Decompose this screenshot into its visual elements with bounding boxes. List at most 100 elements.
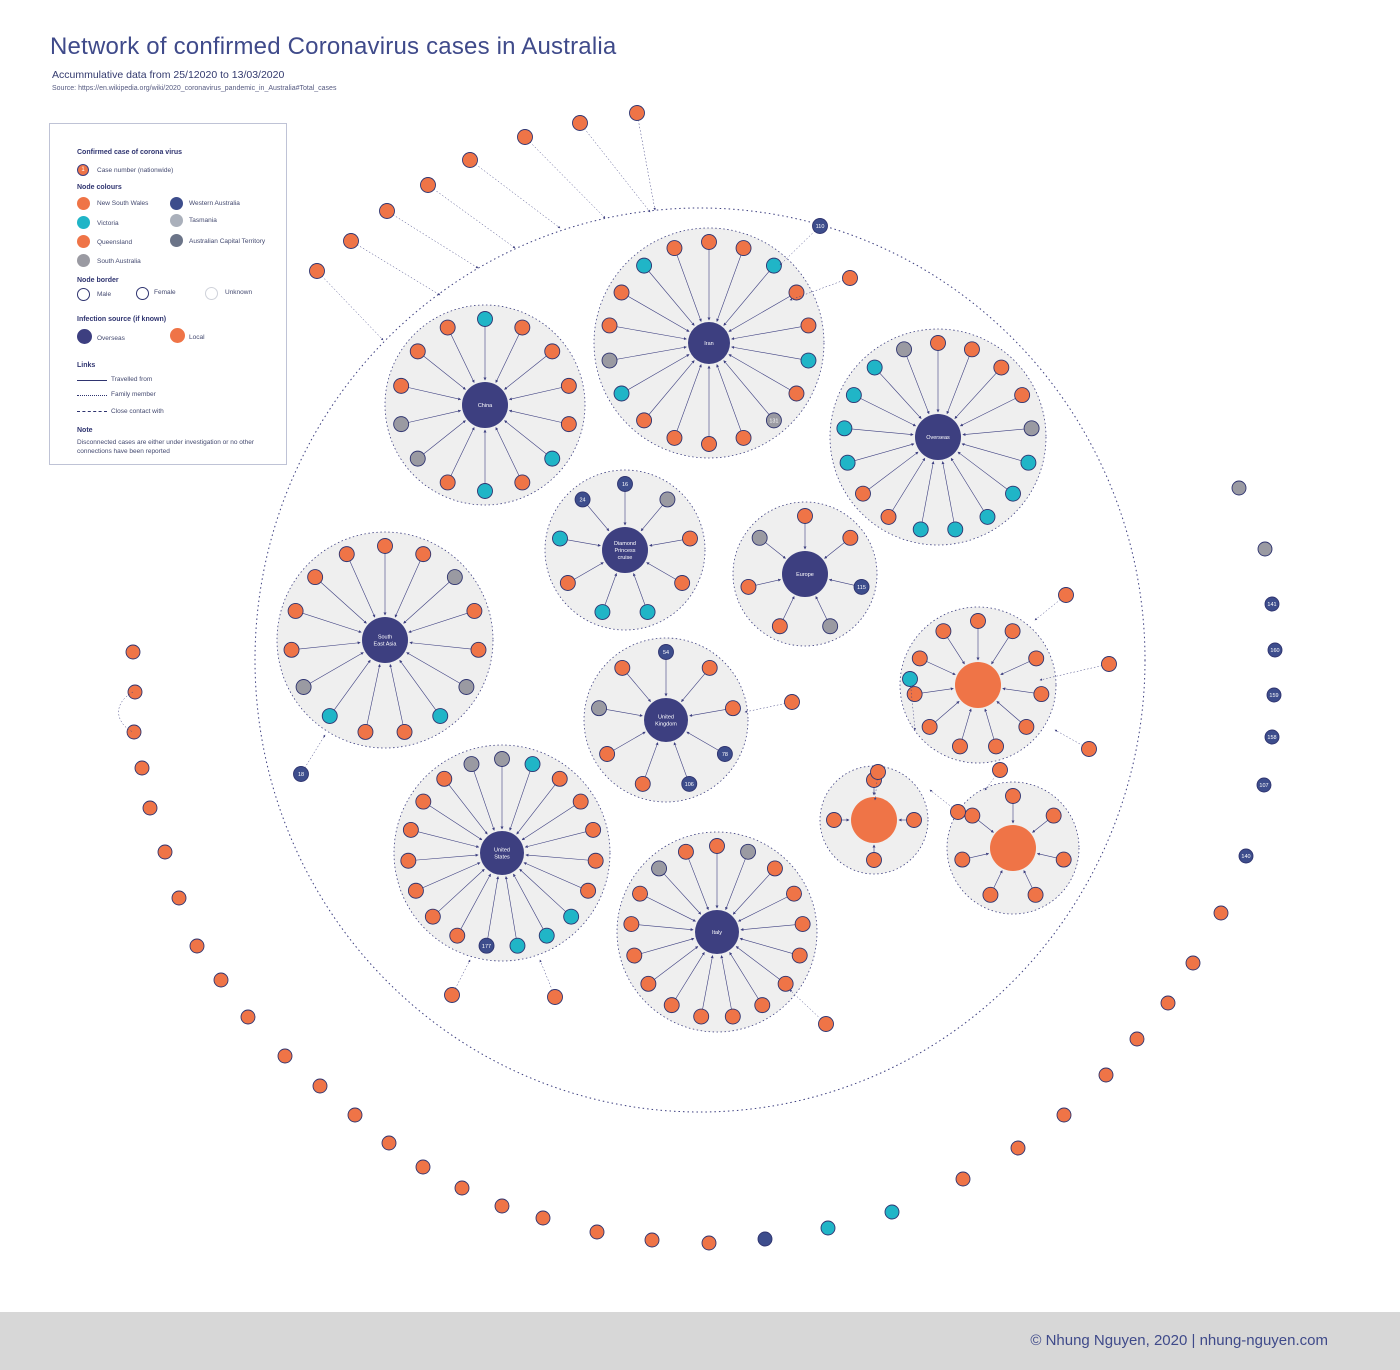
- case-node-6-3: [716, 746, 733, 762]
- legend-heading-links: Links: [77, 362, 96, 369]
- case-node-5-3: [466, 603, 483, 619]
- case-node-1-9: [701, 436, 717, 452]
- link-7-7: [519, 868, 572, 917]
- disconnected-node-12: [1098, 1067, 1114, 1083]
- case-node-11-4: [982, 886, 999, 903]
- link-8-12: [634, 937, 695, 956]
- link-1-6: [728, 354, 797, 394]
- link-5-11: [291, 641, 361, 651]
- link-0-11: [401, 385, 462, 401]
- outer-link-20: [929, 789, 959, 813]
- left-column-node-2: [126, 724, 142, 740]
- link-1-5: [731, 345, 809, 361]
- outer-node-3: [420, 177, 436, 193]
- left-column-node-0: [125, 644, 141, 660]
- disconnected-node-13: [1056, 1107, 1072, 1123]
- outer-node-4: [462, 152, 478, 168]
- link-8-16: [685, 851, 709, 911]
- legend-wa-swatch: [170, 197, 183, 210]
- disconnected-node-20: [644, 1232, 660, 1248]
- outer-link-1: [350, 240, 441, 296]
- link-2-6: [957, 451, 1014, 494]
- link-5-10: [303, 652, 364, 688]
- outer-link-14: [744, 701, 793, 713]
- link-7-1: [509, 763, 533, 831]
- case-node-0-6: [514, 474, 531, 491]
- case-node-0-0: [477, 311, 493, 327]
- outer-link-18: [909, 678, 917, 731]
- case-node-8-9: [693, 1008, 710, 1025]
- link-8-6: [735, 946, 786, 985]
- case-node-8-12: [626, 947, 643, 964]
- link-8-14: [639, 893, 696, 922]
- hub-10: [851, 797, 897, 843]
- case-node-3-0: [617, 476, 633, 492]
- link-5-3: [408, 610, 475, 633]
- disconnected-node-6: [1256, 777, 1272, 793]
- disconnected-node-1: [1257, 541, 1273, 557]
- link-8-1: [725, 851, 749, 911]
- hub-1: [688, 322, 730, 364]
- link-5-14: [346, 554, 376, 618]
- case-node-0-8: [439, 474, 456, 491]
- subtitle: Accummulative data from 25/12020 to 13/0…: [52, 69, 285, 81]
- hub-8: [695, 910, 739, 954]
- case-node-7-5: [587, 852, 604, 869]
- legend-nsw-label: New South Wales: [97, 200, 149, 207]
- link-7-6: [523, 862, 589, 892]
- case-node-9-2: [1028, 650, 1045, 667]
- case-node-7-1: [524, 756, 541, 773]
- outer-node-13: [1081, 741, 1097, 757]
- case-node-2-13: [836, 420, 853, 437]
- case-node-5-4: [470, 641, 487, 658]
- case-node-7-9: [509, 937, 526, 954]
- case-node-4-5: [740, 578, 757, 595]
- link-7-9: [504, 876, 518, 946]
- link-2-4: [962, 428, 1032, 436]
- outer-node-20: [950, 804, 966, 820]
- link-2-3: [959, 394, 1023, 427]
- case-node-2-0: [930, 335, 946, 351]
- legend-heading-border: Node border: [77, 277, 119, 284]
- case-node-9-5: [988, 738, 1004, 755]
- link-8-9: [700, 955, 714, 1017]
- link-1-17: [674, 247, 702, 322]
- case-node-8-16: [677, 843, 694, 860]
- link-1-1: [716, 247, 744, 322]
- source-link[interactable]: Source: https://en.wikipedia.org/wiki/20…: [52, 85, 337, 92]
- link-0-12: [417, 351, 466, 390]
- case-node-3-8: [574, 491, 591, 508]
- case-node-1-16: [636, 257, 653, 274]
- case-node-5-6: [432, 708, 449, 724]
- link-5-12: [295, 610, 362, 633]
- outer-node-10: [812, 218, 828, 234]
- case-node-8-1: [740, 843, 757, 860]
- disconnected-node-24: [454, 1180, 470, 1196]
- link-1-8: [716, 364, 744, 439]
- disconnected-node-0: [1231, 480, 1247, 496]
- legend-panel: Confirmed case of corona virus 1 Case nu…: [49, 123, 287, 465]
- link-2-8: [941, 461, 956, 530]
- case-node-1-4: [800, 317, 817, 334]
- case-node-5-5: [458, 679, 475, 695]
- case-node-7-10: [478, 937, 495, 954]
- case-node-3-2: [682, 530, 698, 547]
- case-node-6-0: [658, 644, 674, 660]
- outer-node-18: [902, 671, 918, 687]
- case-node-9-7: [921, 718, 938, 735]
- case-node-8-0: [709, 838, 725, 854]
- disconnected-node-26: [381, 1135, 397, 1151]
- disconnected-node-35: [142, 800, 158, 816]
- link-8-11: [648, 946, 699, 985]
- link-1-13: [609, 345, 687, 361]
- case-node-8-14: [632, 885, 648, 902]
- link-2-14: [853, 394, 917, 427]
- footer-bar: © Nhung Nguyen, 2020 | nhung-nguyen.com: [0, 1312, 1400, 1370]
- legend-qld-label: Queensland: [97, 239, 133, 246]
- legend-sa-swatch: [77, 254, 90, 267]
- case-node-2-6: [1005, 485, 1021, 502]
- hub-label-4-0: Europe: [796, 572, 814, 578]
- case-node-11-0: [1005, 788, 1021, 804]
- link-2-10: [888, 457, 926, 518]
- case-node-4-1: [842, 529, 859, 546]
